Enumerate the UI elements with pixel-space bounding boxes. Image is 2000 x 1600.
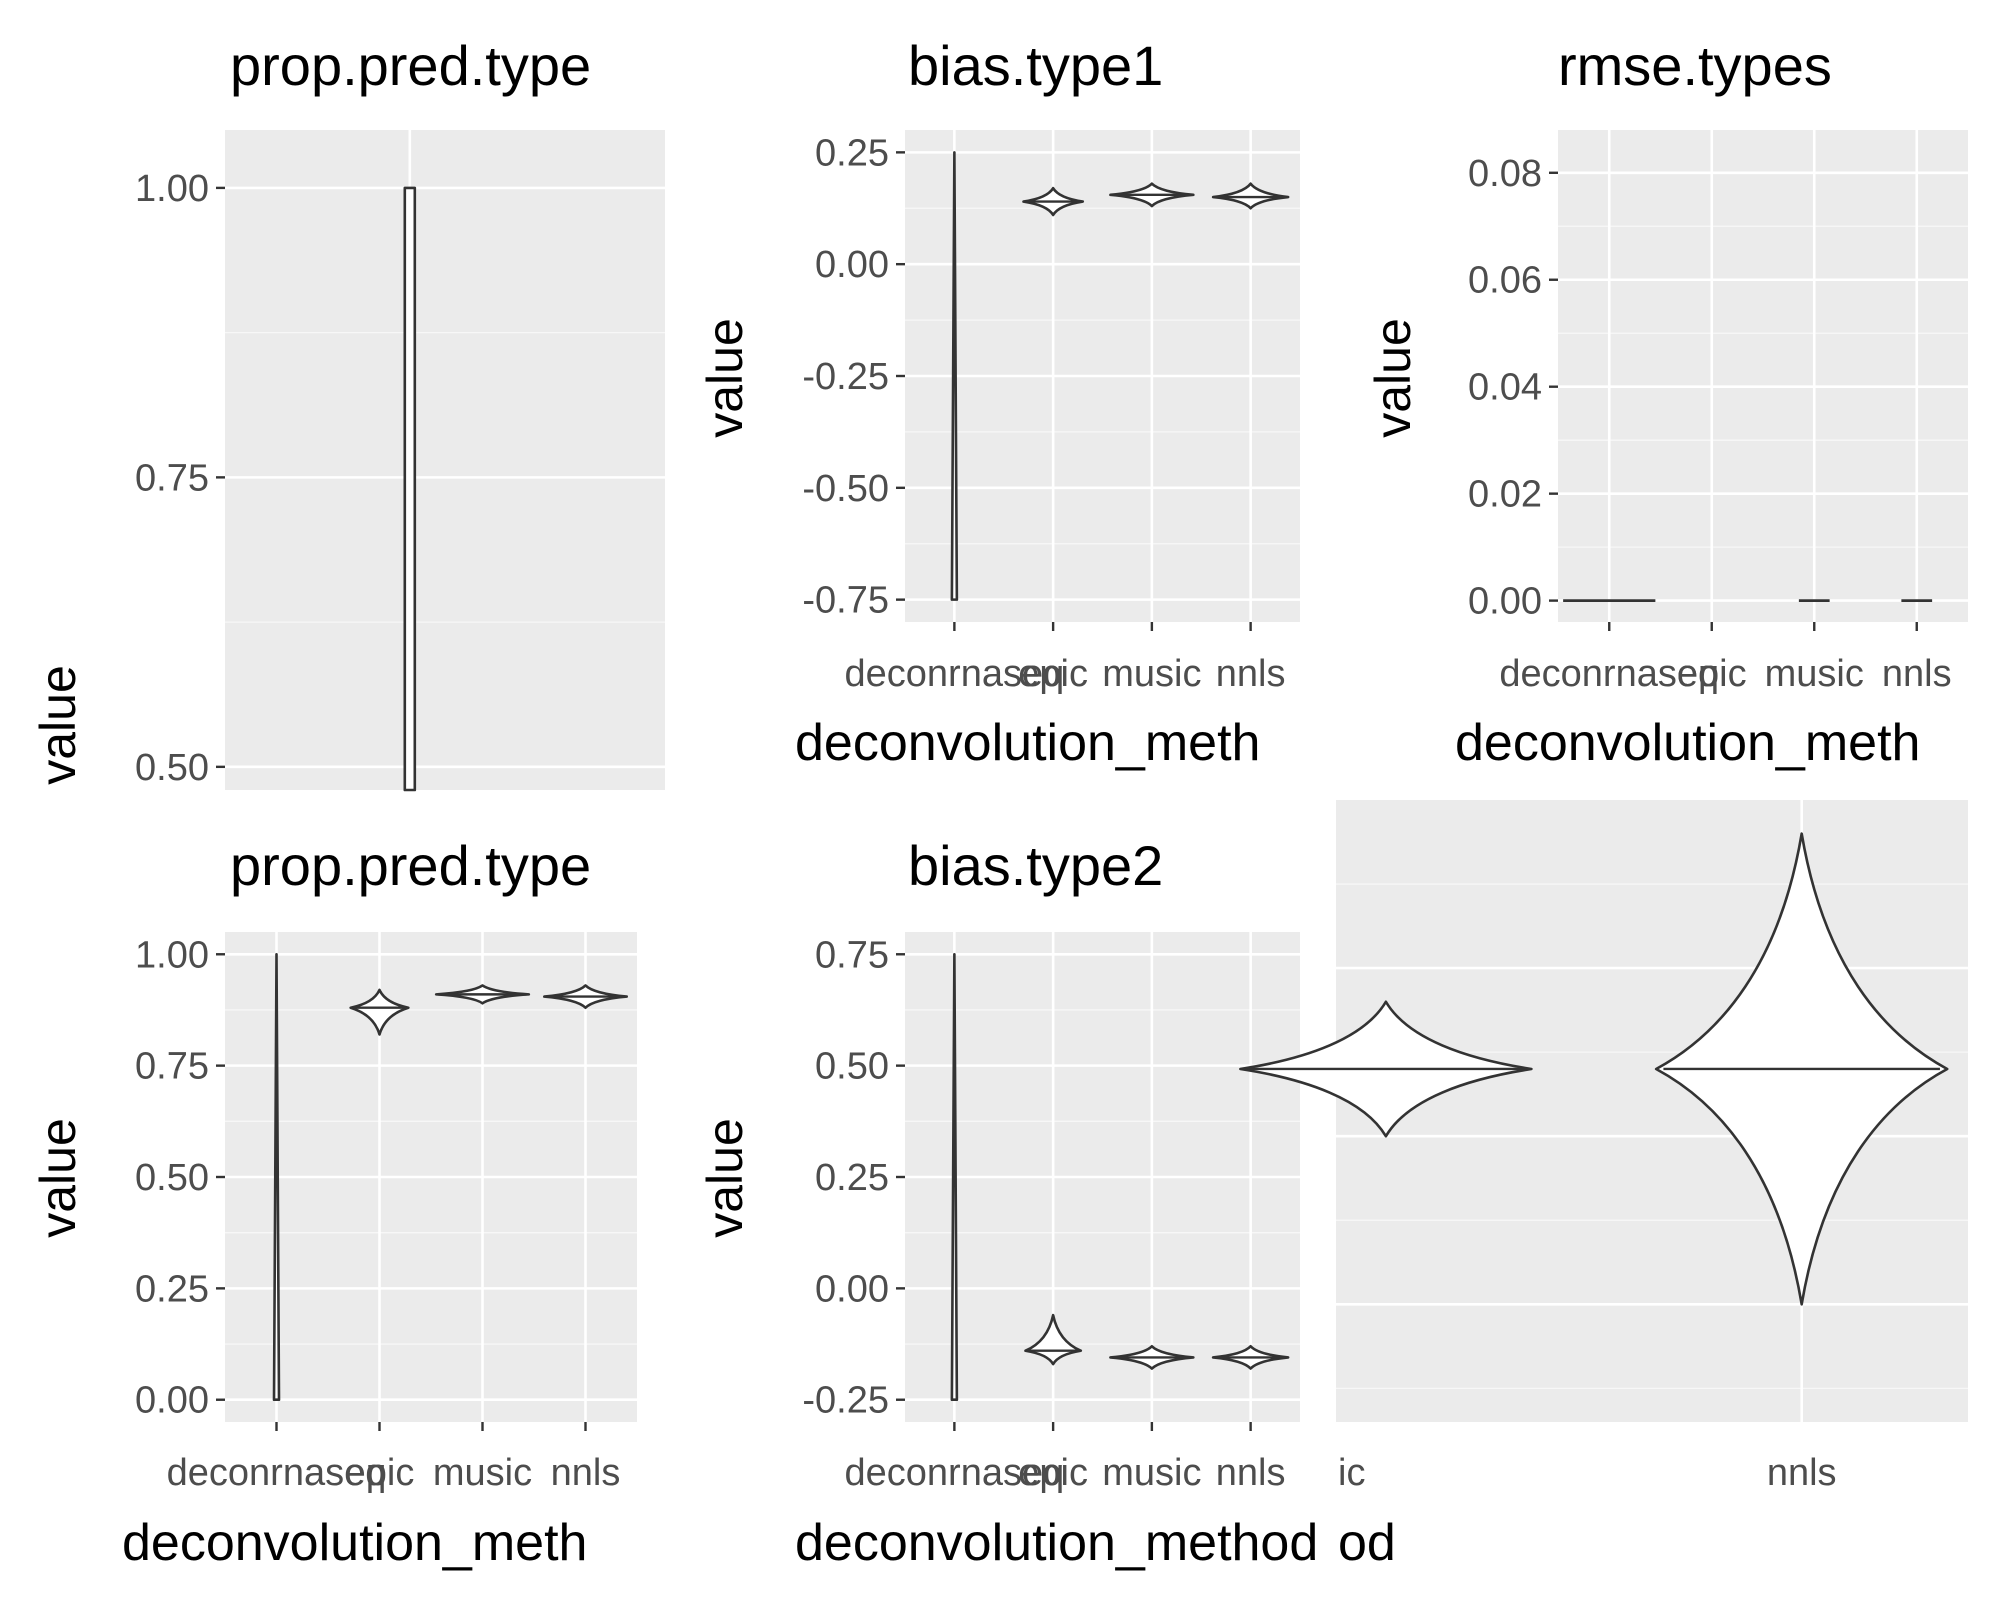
y-tick-label: 0.00	[815, 244, 889, 286]
y-tick-label: 0.75	[135, 457, 209, 499]
x-axis-title: deconvolution_meth	[1455, 714, 1920, 772]
y-tick-label: 0.00	[815, 1268, 889, 1310]
y-tick-label: 0.50	[815, 1046, 889, 1088]
x-tick-label: nnls	[1882, 653, 1952, 695]
violin	[950, 952, 959, 1402]
y-axis-title: value	[697, 318, 753, 438]
x-tick-label: nnls	[1216, 1452, 1286, 1494]
y-tick-label: 0.00	[135, 1380, 209, 1422]
x-axis-title: deconvolution_meth	[122, 1514, 587, 1572]
panel-title: bias.type1	[908, 34, 1163, 97]
y-tick-label: 0.06	[1468, 260, 1542, 302]
x-tick-label: deconrnaseq	[845, 1452, 1065, 1494]
y-tick-label: 0.75	[135, 1046, 209, 1088]
y-tick-label: 0.04	[1468, 367, 1542, 409]
violin	[950, 151, 959, 601]
panel-zoomed: ic nnls	[1239, 800, 1968, 1494]
y-tick-label: 0.50	[135, 747, 209, 789]
y-tick-label: -0.25	[802, 1380, 889, 1422]
x-tick-label: nnls	[1767, 1452, 1837, 1494]
x-tick-label: deconrnaseq	[845, 653, 1065, 695]
y-tick-label: 0.25	[135, 1268, 209, 1310]
y-tick-label: 0.75	[815, 934, 889, 976]
y-tick-label: 0.02	[1468, 474, 1542, 516]
y-tick-label: 0.25	[815, 132, 889, 174]
x-tick-label: epic	[1018, 1452, 1088, 1494]
y-tick-label: 0.50	[135, 1157, 209, 1199]
x-tick-label: deconrnaseq	[1499, 653, 1719, 695]
x-tick-label: music	[1102, 1452, 1201, 1494]
panel-title: prop.pred.type	[230, 834, 591, 897]
panel-title: prop.pred.type	[230, 34, 591, 97]
x-tick-label: deconrnaseq	[167, 1452, 387, 1494]
x-tick-label: music	[433, 1452, 532, 1494]
y-tick-label: 1.00	[135, 934, 209, 976]
panel-prop.pred.type1: 0.50 0.75 1.00	[135, 130, 665, 792]
y-axis-title: value	[30, 665, 86, 785]
y-tick-label: -0.75	[802, 580, 889, 622]
y-tick-label: 0.25	[815, 1157, 889, 1199]
x-tick-label: music	[1102, 653, 1201, 695]
x-tick-label: ic	[1338, 1452, 1365, 1494]
x-tick-label: nnls	[1216, 653, 1286, 695]
y-tick-label: 1.00	[135, 168, 209, 210]
panel-title: bias.type2	[908, 834, 1163, 897]
violin	[349, 988, 410, 1036]
violin	[272, 952, 281, 1402]
x-tick-label: nnls	[551, 1452, 621, 1494]
x-tick-label: epic	[1018, 653, 1088, 695]
y-tick-label: -0.25	[802, 356, 889, 398]
y-tick-label: 0.08	[1468, 153, 1542, 195]
panel-background	[1558, 130, 1968, 622]
y-axis-title: value	[30, 1118, 86, 1238]
y-axis-title: value	[1365, 318, 1421, 438]
y-tick-label: -0.50	[802, 468, 889, 510]
y-axis-title: value	[697, 1118, 753, 1238]
panel-background	[225, 130, 665, 790]
violin	[403, 186, 417, 792]
y-tick-label: 0.00	[1468, 581, 1542, 623]
x-tick-label: music	[1765, 653, 1864, 695]
x-axis-title: deconvolution_meth	[795, 714, 1260, 772]
x-tick-label: epic	[345, 1452, 415, 1494]
x-axis-title: deconvolution_method	[795, 1514, 1318, 1572]
panel-title: rmse.types	[1558, 34, 1832, 97]
x-axis-title-fragment: od	[1338, 1514, 1396, 1572]
x-tick-label: epic	[1677, 653, 1747, 695]
